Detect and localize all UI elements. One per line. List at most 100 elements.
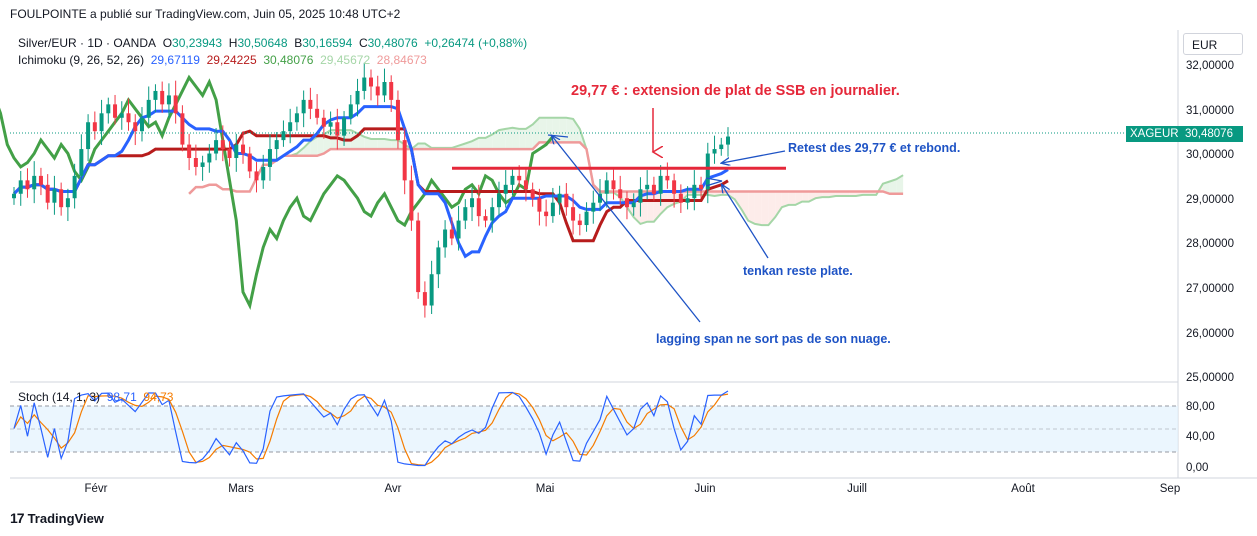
candle <box>598 179 603 212</box>
symbol-name: Silver/EUR · 1D · OANDA <box>18 36 157 50</box>
price-axis[interactable]: 32,00000 31,00000 30,00000 29,00000 28,0… <box>1186 60 1234 384</box>
price-tick: 28,00000 <box>1186 238 1234 250</box>
candle <box>550 187 555 223</box>
cloud-segment <box>505 127 513 150</box>
ichimoku-legend[interactable]: Ichimoku (9, 26, 52, 26) 29,67119 29,242… <box>18 53 427 67</box>
time-label: Avr <box>384 483 401 495</box>
candle <box>726 127 730 157</box>
lagging-value: 30,48076 <box>263 53 314 67</box>
candles <box>12 62 730 318</box>
stoch-tick: 0,00 <box>1186 462 1208 474</box>
cloud-segment <box>882 181 890 194</box>
cloud-segment <box>492 130 499 150</box>
cloud-segment <box>896 175 904 194</box>
time-label: Juill <box>847 483 867 495</box>
cloud-segment <box>377 139 385 150</box>
cloud-segment <box>525 124 533 150</box>
currency-selector[interactable]: EUR <box>1183 33 1243 55</box>
price-tick: 32,00000 <box>1186 60 1234 72</box>
publish-title: FOULPOINTE a publié sur TradingView.com,… <box>10 7 401 21</box>
cloud-segment <box>788 191 796 205</box>
time-label: Mai <box>536 483 555 495</box>
lagging-arrow <box>552 136 701 323</box>
stoch-k-value: 98,71 <box>106 390 137 404</box>
time-label: Juin <box>694 483 715 495</box>
cloud-segment <box>741 191 749 221</box>
cloud-segment <box>485 134 493 150</box>
candle <box>564 183 569 216</box>
open-label: O <box>162 36 173 50</box>
candle <box>389 75 394 112</box>
candle <box>672 173 677 208</box>
cloud-segment <box>391 140 398 150</box>
candle <box>308 87 313 120</box>
candle <box>119 101 124 130</box>
candle <box>32 161 37 204</box>
candle <box>470 187 475 222</box>
time-label: Août <box>1011 483 1035 495</box>
cloud-segment <box>822 191 830 198</box>
candle <box>443 220 448 258</box>
time-label: Févr <box>85 483 108 495</box>
candle <box>86 114 91 162</box>
candle <box>227 141 232 167</box>
candle <box>544 199 549 227</box>
candle <box>409 165 414 231</box>
change-value: +0,26474 (+0,88%) <box>424 36 528 50</box>
candle <box>72 163 77 209</box>
candle <box>375 75 380 106</box>
cloud-segment <box>418 143 425 150</box>
cloud-segment <box>802 191 809 202</box>
candle <box>166 83 171 119</box>
candle <box>503 170 508 208</box>
cloud-segment <box>808 191 816 202</box>
candle <box>577 213 582 236</box>
cloud-segment <box>647 191 654 222</box>
stoch-axis[interactable]: 80,00 40,00 0,00 <box>1186 401 1215 474</box>
candle <box>59 182 64 216</box>
candle <box>173 80 178 124</box>
candle <box>456 205 461 251</box>
candle <box>382 68 387 103</box>
cloud-segment <box>478 137 486 150</box>
close-value: 30,48076 <box>367 36 418 50</box>
candle <box>38 167 43 196</box>
candle <box>25 168 30 198</box>
candle <box>335 108 340 150</box>
candle <box>106 97 111 124</box>
candle <box>496 181 501 216</box>
symbol-legend[interactable]: Silver/EUR · 1D · OANDA O30,23943 H30,50… <box>18 36 527 50</box>
stoch-legend[interactable]: Stoch (14, 1, 3) 98,71 94,73 <box>18 390 173 404</box>
tradingview-logo[interactable]: 17 TradingView <box>10 510 104 526</box>
candle <box>126 98 131 131</box>
cloud-segment <box>768 191 776 226</box>
candle <box>45 174 50 210</box>
time-axis[interactable]: Févr Mars Avr Mai Juin Juill Août Sep <box>85 483 1181 495</box>
candle <box>449 217 454 246</box>
candle <box>247 146 252 179</box>
candle <box>523 166 528 202</box>
ichimoku-label: Ichimoku (9, 26, 52, 26) <box>18 53 145 67</box>
cloud-segment <box>734 191 742 210</box>
candle <box>193 144 198 176</box>
candle <box>65 188 70 222</box>
cloud-segment <box>303 141 311 156</box>
retest-annotation: Retest des 29,77 € et rebond. <box>788 141 960 155</box>
cloud-segment <box>761 191 769 226</box>
high-value: 30,50648 <box>237 36 288 50</box>
price-tick: 25,00000 <box>1186 372 1234 384</box>
kijun-value: 29,24225 <box>206 53 257 67</box>
candle <box>692 170 697 211</box>
candle <box>139 107 144 142</box>
candle <box>571 193 576 235</box>
candle <box>92 111 97 140</box>
candle <box>180 105 185 152</box>
candle <box>557 185 562 215</box>
cloud-segment <box>559 117 567 143</box>
candle <box>207 144 212 173</box>
candle <box>645 170 650 200</box>
stoch-tick: 80,00 <box>1186 401 1215 413</box>
cloud-segment <box>539 117 547 143</box>
cloud-segment <box>626 191 634 218</box>
